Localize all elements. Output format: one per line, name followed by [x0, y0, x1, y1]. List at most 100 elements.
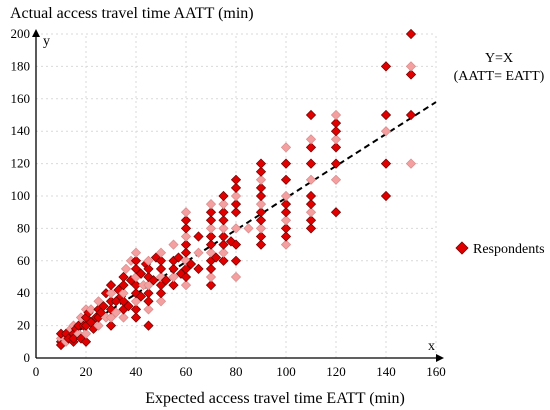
data-point	[255, 182, 267, 193]
data-point	[305, 215, 317, 226]
data-point	[330, 118, 342, 129]
data-point	[405, 28, 417, 40]
data-point	[305, 109, 317, 121]
data-point	[405, 61, 417, 72]
data-point	[185, 258, 197, 270]
y-axis-title: Actual access travel time AATT (min)	[10, 5, 254, 22]
data-point	[218, 190, 229, 202]
data-point	[150, 252, 162, 263]
data-point	[193, 263, 204, 274]
data-point	[205, 247, 217, 258]
data-point	[118, 271, 129, 283]
y-axis-arrow	[32, 29, 40, 37]
tick-labels: 0 20 40 60 80 100 120 140 160 0 20 40 60 80 100 120 140 1…	[11, 26, 446, 379]
data-point	[130, 255, 142, 266]
data-point	[255, 166, 267, 177]
data-point	[218, 215, 229, 226]
data-point	[155, 296, 167, 307]
data-point	[143, 263, 154, 274]
data-point	[380, 126, 392, 137]
data-point	[155, 247, 167, 258]
y-tick-label: 160	[11, 91, 31, 106]
y-tick-label: 120	[11, 156, 31, 171]
data-point	[120, 263, 132, 274]
data-point	[118, 280, 129, 291]
data-point	[380, 158, 392, 169]
data-point	[230, 239, 242, 250]
x-axis-title: Expected access travel time EATT (min)	[145, 390, 405, 407]
data-point	[130, 280, 142, 291]
data-point	[180, 280, 192, 291]
data-point	[230, 255, 242, 266]
data-point	[230, 190, 242, 202]
data-point	[180, 231, 192, 242]
data-point	[230, 199, 242, 210]
data-point	[180, 223, 192, 234]
data-point	[180, 263, 192, 274]
data-point	[180, 239, 192, 250]
data-point	[205, 207, 217, 218]
data-point	[155, 255, 167, 266]
data-point	[205, 215, 217, 226]
data-point	[305, 207, 317, 218]
data-point	[193, 231, 204, 242]
x-tick-label: 120	[326, 364, 346, 379]
x-tick-label: 160	[426, 364, 446, 379]
data-point	[230, 174, 242, 185]
data-point	[143, 255, 154, 266]
y-tick-label: 20	[17, 318, 30, 333]
data-point	[380, 109, 392, 121]
data-point	[68, 333, 79, 344]
data-point	[105, 288, 117, 299]
data-point	[93, 296, 104, 307]
data-point	[93, 320, 104, 331]
data-point	[143, 280, 154, 291]
y-tick-label: 140	[11, 123, 31, 138]
data-point	[155, 280, 167, 291]
data-point	[85, 304, 97, 315]
data-point	[193, 247, 204, 258]
data-point	[305, 223, 317, 234]
x-tick-label: 100	[276, 364, 296, 379]
data-point	[330, 207, 342, 218]
data-point	[205, 280, 217, 291]
data-point	[405, 158, 417, 169]
data-point	[110, 307, 122, 318]
data-point	[218, 207, 229, 218]
y-tick-label: 0	[24, 350, 31, 365]
data-point	[143, 320, 154, 331]
data-point	[218, 231, 229, 242]
data-point	[95, 307, 107, 318]
data-point	[173, 252, 184, 263]
data-point	[180, 271, 192, 283]
data-point	[255, 215, 267, 226]
data-point	[380, 61, 392, 72]
data-point	[280, 223, 292, 234]
y-tick-label: 60	[17, 253, 30, 268]
data-point	[135, 291, 147, 302]
data-point	[218, 247, 229, 258]
data-point	[230, 223, 242, 234]
data-point	[305, 190, 317, 202]
data-point	[280, 142, 292, 153]
data-point	[255, 231, 267, 242]
legend-label: Respondents	[473, 242, 545, 257]
data-point	[168, 239, 179, 250]
data-point	[305, 199, 317, 210]
data-point	[280, 239, 292, 250]
data-point	[180, 207, 192, 218]
data-point	[218, 255, 229, 266]
data-point	[255, 190, 267, 202]
data-point	[130, 304, 142, 315]
x-tick-label: 80	[230, 364, 243, 379]
data-point	[243, 223, 254, 234]
y-tick-label: 200	[11, 26, 31, 41]
data-point	[218, 239, 229, 250]
data-point	[80, 328, 92, 339]
data-point	[405, 69, 417, 80]
y-axis-symbol: y	[43, 34, 50, 49]
x-tick-label: 20	[80, 364, 93, 379]
data-point	[205, 231, 217, 242]
data-point	[255, 223, 267, 234]
